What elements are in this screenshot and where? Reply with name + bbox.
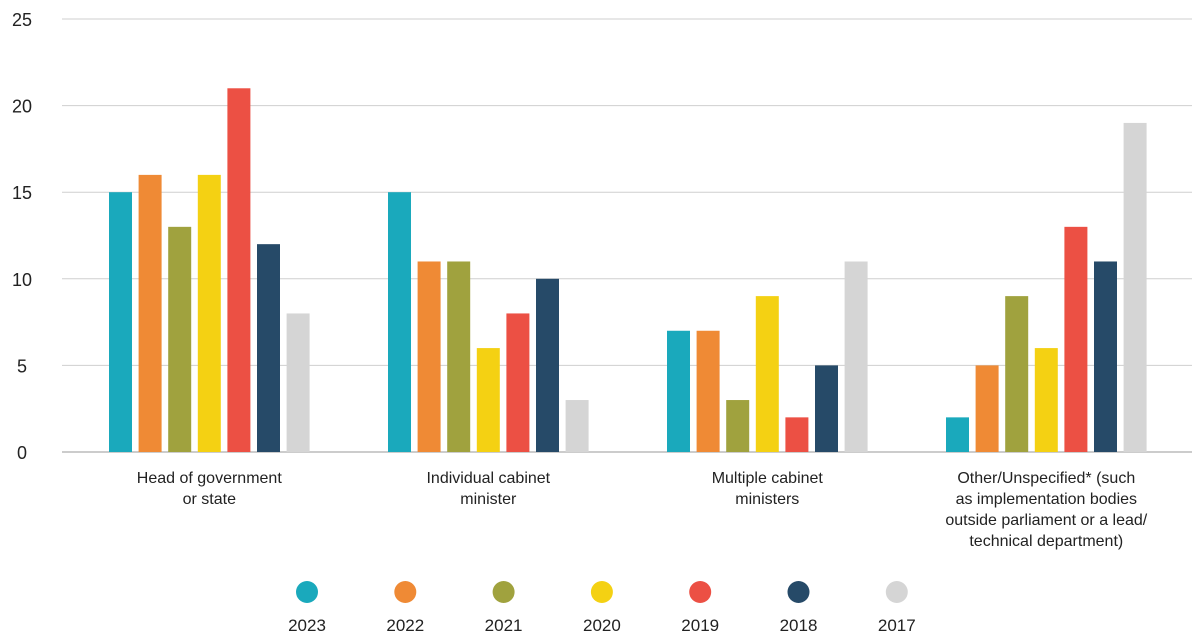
legend-swatch <box>296 581 318 603</box>
bar-2023 <box>109 192 132 452</box>
legend-label: 2021 <box>485 616 523 635</box>
legend-swatch <box>787 581 810 603</box>
bar-2021 <box>447 261 471 452</box>
y-tick-label: 5 <box>17 356 27 376</box>
bar-2018 <box>1094 261 1117 452</box>
bar-2021 <box>726 400 750 452</box>
bar-2017 <box>565 400 589 452</box>
legend-item-2021: 2021 <box>485 581 523 635</box>
bar-2019 <box>506 313 530 452</box>
legend-label: 2023 <box>288 616 326 635</box>
y-tick-label: 15 <box>12 183 32 203</box>
legend-item-2020: 2020 <box>583 581 621 635</box>
legend-label: 2017 <box>878 616 916 635</box>
bar-2018 <box>815 365 838 452</box>
bar-2022 <box>138 174 162 452</box>
bar-2017 <box>844 261 868 452</box>
y-axis-ticks: 0 5 10 15 20 25 <box>12 10 32 463</box>
bar-2017 <box>1123 122 1147 453</box>
x-category-label: Multiple cabinet ministers <box>712 470 824 508</box>
legend-item-2019: 2019 <box>681 581 719 635</box>
bar-2017 <box>286 313 310 452</box>
y-tick-label: 25 <box>12 10 32 30</box>
legend-item-2017: 2017 <box>878 581 916 635</box>
y-tick-label: 10 <box>12 270 32 290</box>
bar-2018 <box>536 278 559 452</box>
bars <box>109 88 1147 453</box>
bar-2019 <box>1064 226 1088 452</box>
legend-label: 2018 <box>780 616 818 635</box>
legend-item-2023: 2023 <box>288 581 326 635</box>
x-category-label: Head of government or state <box>137 470 283 508</box>
legend: 2023 2022 2021 2020 2019 2018 2017 <box>288 581 916 635</box>
x-category-label: Individual cabinet minister <box>426 470 550 508</box>
bar-2022 <box>417 261 441 452</box>
bar-2020 <box>755 296 779 452</box>
legend-swatch <box>885 581 908 603</box>
legend-swatch <box>394 581 417 603</box>
bar-2023 <box>667 330 690 452</box>
bar-2019 <box>785 417 809 452</box>
legend-label: 2020 <box>583 616 621 635</box>
legend-label: 2019 <box>681 616 719 635</box>
bar-2023 <box>946 417 969 452</box>
legend-swatch <box>590 581 613 603</box>
bar-2019 <box>227 88 251 452</box>
y-tick-label: 0 <box>17 443 27 463</box>
legend-item-2022: 2022 <box>386 581 424 635</box>
y-tick-label: 20 <box>12 97 32 117</box>
bar-2020 <box>476 348 500 452</box>
x-category-label: Other/Unspecified* (such as implementatio… <box>945 470 1147 550</box>
legend-item-2018: 2018 <box>780 581 818 635</box>
legend-swatch <box>492 581 515 603</box>
bar-2020 <box>1034 348 1058 452</box>
bar-2022 <box>696 330 720 452</box>
bar-2021 <box>168 226 192 452</box>
bar-2023 <box>388 192 411 452</box>
bar-2018 <box>257 244 280 452</box>
bar-2021 <box>1005 296 1029 452</box>
x-axis-categories: Head of government or state Individual cab… <box>137 470 1148 550</box>
legend-label: 2022 <box>386 616 424 635</box>
bar-2022 <box>975 365 999 452</box>
bar-2020 <box>197 174 221 452</box>
legend-swatch <box>689 581 712 603</box>
